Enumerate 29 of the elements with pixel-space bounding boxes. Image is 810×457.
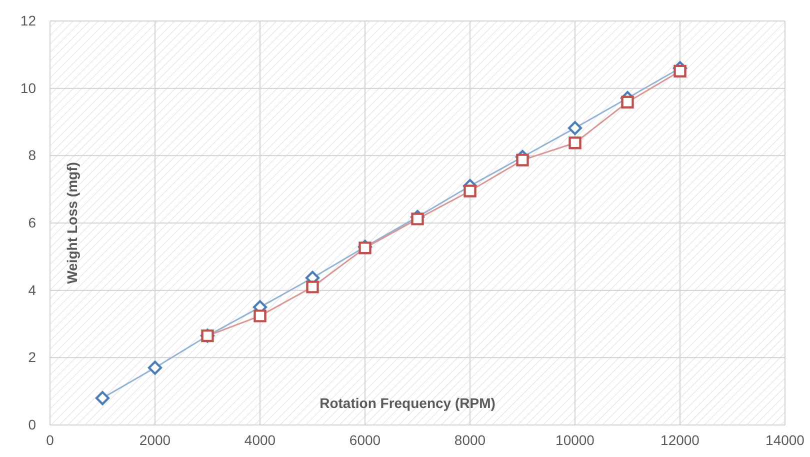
y-tick-label: 2 xyxy=(28,349,36,366)
y-tick-label: 10 xyxy=(20,80,36,96)
y-tick-label: 0 xyxy=(28,416,36,432)
point xyxy=(568,121,582,136)
x-tick-label: 12000 xyxy=(660,432,700,448)
x-tick-label: 0 xyxy=(46,432,54,448)
point xyxy=(674,64,686,78)
x-tick-label: 8000 xyxy=(454,432,486,448)
x-tick-label: 4000 xyxy=(244,432,276,448)
point xyxy=(148,360,162,375)
point xyxy=(621,96,634,108)
point xyxy=(254,310,266,322)
x-tick-label: 2000 xyxy=(139,432,171,448)
point xyxy=(464,184,476,198)
x-tick-label: 10000 xyxy=(556,432,595,448)
point xyxy=(358,242,372,254)
point xyxy=(306,280,319,294)
y-tick-label: 12 xyxy=(20,12,36,28)
y-tick-label: 8 xyxy=(28,147,36,164)
x-tick-label: 14000 xyxy=(766,432,805,448)
y-tick-label: 4 xyxy=(28,282,36,298)
point xyxy=(95,391,110,406)
y-tick-label: 6 xyxy=(28,214,36,230)
point xyxy=(568,136,582,150)
point xyxy=(411,212,424,226)
y-axis-title: Weight Loss (mgf) xyxy=(64,162,80,284)
point xyxy=(516,154,529,166)
x-tick-label: 6000 xyxy=(349,432,381,448)
x-axis-title: Rotation Frequency (RPM) xyxy=(320,395,496,411)
